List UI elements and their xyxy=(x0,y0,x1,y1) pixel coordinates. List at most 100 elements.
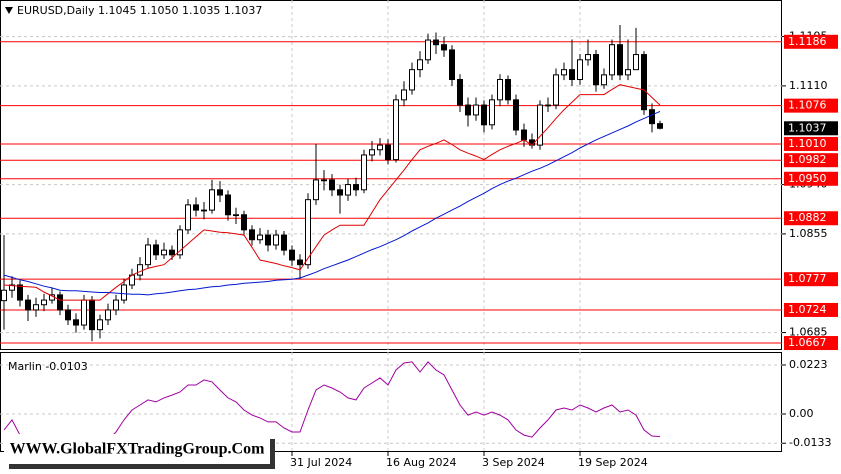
x-tick-label: 19 Sep 2024 xyxy=(578,456,648,469)
level-label-bg xyxy=(784,153,838,168)
candle-body xyxy=(553,74,559,106)
candle-body xyxy=(353,184,359,191)
level-label: 1.1076 xyxy=(788,99,827,112)
main-plot xyxy=(0,0,782,350)
candle-body xyxy=(385,144,391,161)
candle-body xyxy=(337,189,343,196)
candle-body xyxy=(1,289,7,302)
candle-body xyxy=(225,194,231,216)
candle-body xyxy=(545,104,551,107)
candle-body xyxy=(481,104,487,126)
candle-body xyxy=(273,234,279,246)
candle-body xyxy=(625,69,631,76)
candle-body xyxy=(193,204,199,211)
candle-body xyxy=(81,299,87,326)
x-tick-label: 31 Jul 2024 xyxy=(290,456,352,469)
candle-body xyxy=(201,209,207,212)
candle-body xyxy=(473,104,479,116)
watermark-box: WWW.GlobalFXTradingGroup.Com xyxy=(4,434,275,469)
candle-body xyxy=(369,149,375,156)
candle-body xyxy=(649,109,655,125)
candle-body xyxy=(297,259,303,266)
x-tick-label: 3 Sep 2024 xyxy=(482,456,545,469)
candle-body xyxy=(409,69,415,91)
candle-body xyxy=(137,264,143,276)
candle-body xyxy=(113,299,119,311)
level-label-bg xyxy=(784,136,838,151)
candle-body xyxy=(33,304,39,311)
level-label: 1.0982 xyxy=(788,153,827,166)
level-label-bg xyxy=(784,302,838,317)
candle-body xyxy=(569,69,575,81)
watermark: WWW.GlobalFXTradingGroup.Com xyxy=(10,441,266,458)
candle-body xyxy=(537,104,543,146)
y-tick-label: 1.1110 xyxy=(789,79,828,92)
candle-body xyxy=(393,99,399,161)
candle-body xyxy=(321,179,327,182)
candle-body xyxy=(145,244,151,266)
candle-body xyxy=(449,49,455,81)
y-tick-label: 0.00 xyxy=(789,407,814,420)
candle-body xyxy=(233,214,239,217)
y-tick-label: -0.0133 xyxy=(789,436,831,449)
candle-body xyxy=(593,54,599,86)
candle-body xyxy=(417,59,423,71)
candle-body xyxy=(361,154,367,191)
level-label-bg xyxy=(784,336,838,351)
candle-body xyxy=(561,69,567,76)
candle-body xyxy=(9,284,15,291)
candle-body xyxy=(257,234,263,241)
price-label: 1.1037 xyxy=(788,121,827,134)
level-label: 1.0667 xyxy=(788,336,827,349)
candle-body xyxy=(161,249,167,256)
y-tick-label: 1.0855 xyxy=(789,227,828,240)
candle-body xyxy=(57,294,63,311)
candle-body xyxy=(521,129,527,141)
candle-body xyxy=(617,44,623,76)
candle-body xyxy=(73,319,79,326)
candle-body xyxy=(89,299,95,331)
candle-body xyxy=(489,99,495,126)
main-panel xyxy=(0,0,782,350)
x-tick-label: 16 Aug 2024 xyxy=(386,456,456,469)
chart-title: EURUSD,Daily 1.1045 1.1050 1.1035 1.1037 xyxy=(17,4,262,17)
moving-average xyxy=(3,110,661,296)
candle-body xyxy=(209,189,215,211)
level-label-bg xyxy=(784,272,838,287)
candle-body xyxy=(281,234,287,251)
candle-body xyxy=(609,44,615,76)
candle-body xyxy=(185,204,191,231)
level-label: 1.1186 xyxy=(788,35,827,48)
level-label: 1.0724 xyxy=(788,303,827,316)
candle-body xyxy=(217,189,223,196)
candle-body xyxy=(329,179,335,191)
level-label: 1.0882 xyxy=(788,211,827,224)
candle-body xyxy=(265,234,271,246)
level-label-bg xyxy=(784,34,838,49)
level-label: 1.0777 xyxy=(788,272,827,285)
candle-body xyxy=(433,39,439,46)
candle-body xyxy=(105,309,111,321)
indicator-title: Marlin -0.0103 xyxy=(8,360,88,373)
candle-body xyxy=(249,229,255,241)
y-tick-label: 1.0685 xyxy=(789,326,828,339)
candle-body xyxy=(25,299,31,311)
moving-average xyxy=(3,84,661,301)
candle-body xyxy=(377,144,383,151)
candle-body xyxy=(441,44,447,51)
candle-body xyxy=(41,299,47,306)
candle-body xyxy=(585,54,591,61)
level-label: 1.0950 xyxy=(788,172,827,185)
candle-body xyxy=(641,54,647,111)
candle-body xyxy=(657,123,663,129)
candle-body xyxy=(465,104,471,116)
level-label-bg xyxy=(784,171,838,186)
candle-body xyxy=(97,319,103,331)
candle-body xyxy=(401,89,407,101)
price-label-bg xyxy=(784,121,838,136)
symbol-icon xyxy=(5,7,13,14)
candle-body xyxy=(305,199,311,266)
candle-body xyxy=(153,244,159,256)
candle-body xyxy=(169,249,175,256)
